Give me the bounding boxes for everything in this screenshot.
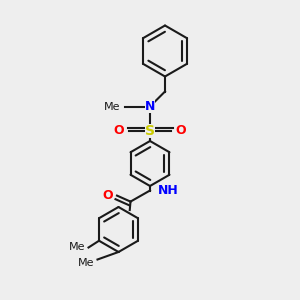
Text: O: O <box>102 189 113 202</box>
Text: O: O <box>176 124 186 137</box>
Text: S: S <box>145 124 155 137</box>
Text: NH: NH <box>158 184 178 197</box>
Text: Me: Me <box>78 257 94 268</box>
Text: O: O <box>114 124 124 137</box>
Text: Me: Me <box>103 101 120 112</box>
Text: N: N <box>145 100 155 113</box>
Text: Me: Me <box>69 242 85 253</box>
